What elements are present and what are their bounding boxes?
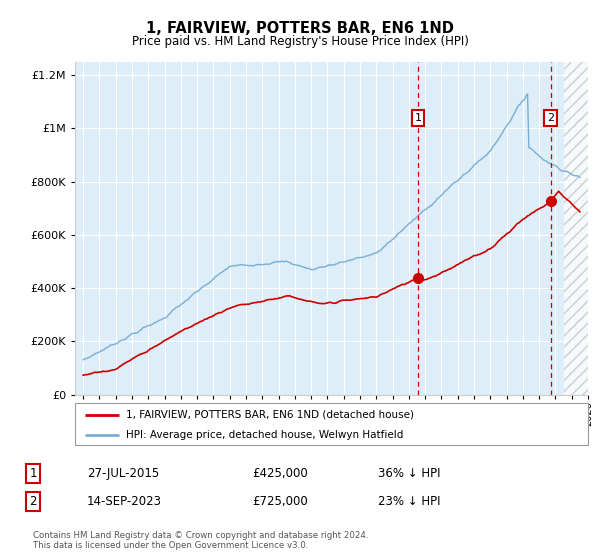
Text: 36% ↓ HPI: 36% ↓ HPI xyxy=(378,466,440,480)
Text: 1, FAIRVIEW, POTTERS BAR, EN6 1ND: 1, FAIRVIEW, POTTERS BAR, EN6 1ND xyxy=(146,21,454,36)
Text: 2: 2 xyxy=(547,113,554,123)
FancyBboxPatch shape xyxy=(75,403,588,445)
Text: HPI: Average price, detached house, Welwyn Hatfield: HPI: Average price, detached house, Welw… xyxy=(127,430,404,440)
Text: 14-SEP-2023: 14-SEP-2023 xyxy=(87,494,162,508)
Text: £425,000: £425,000 xyxy=(252,466,308,480)
Text: 2: 2 xyxy=(29,494,37,508)
Text: 27-JUL-2015: 27-JUL-2015 xyxy=(87,466,159,480)
Text: 1: 1 xyxy=(29,466,37,480)
Text: 23% ↓ HPI: 23% ↓ HPI xyxy=(378,494,440,508)
Text: 1, FAIRVIEW, POTTERS BAR, EN6 1ND (detached house): 1, FAIRVIEW, POTTERS BAR, EN6 1ND (detac… xyxy=(127,410,415,420)
Text: £725,000: £725,000 xyxy=(252,494,308,508)
Text: 1: 1 xyxy=(415,113,422,123)
Text: Contains HM Land Registry data © Crown copyright and database right 2024.
This d: Contains HM Land Registry data © Crown c… xyxy=(33,530,368,550)
Text: Price paid vs. HM Land Registry's House Price Index (HPI): Price paid vs. HM Land Registry's House … xyxy=(131,35,469,48)
